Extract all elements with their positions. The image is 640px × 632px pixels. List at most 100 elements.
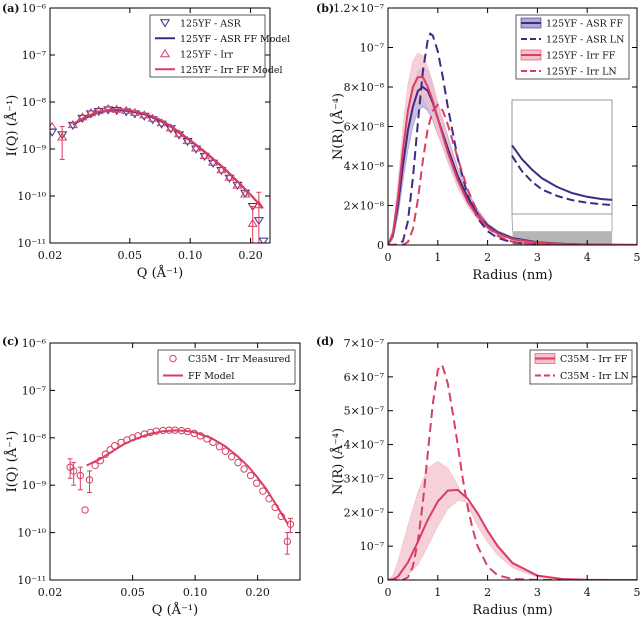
- panel-d: 0 1 2 3 4 5 0 10⁻⁷ 2×10⁻⁷ 3×10⁻⁷ 4×10⁻⁷ 5×10⁻⁷ 6×10⁻…: [316, 335, 640, 618]
- data-point: [221, 447, 230, 455]
- x-tick-label: 0.02: [38, 586, 63, 599]
- legend-label: 125YF - Irr FF Model: [180, 65, 283, 76]
- plot-area: [66, 426, 295, 555]
- plot-frame: [49, 342, 301, 581]
- data-point: [199, 152, 210, 162]
- data-point: [253, 200, 264, 209]
- y-tick-label: 6×10⁻⁷: [344, 371, 385, 384]
- data-point: [81, 506, 89, 514]
- panel-label: (d): [316, 335, 334, 348]
- legend-label: C35M - Irr LN: [560, 371, 629, 382]
- x-tick-label: 0.20: [238, 249, 263, 262]
- x-tick-label: 0: [385, 251, 392, 264]
- legend-label: FF Model: [188, 371, 234, 382]
- plot-area: [388, 363, 637, 580]
- y-axis-label: I(Q) (Å⁻¹): [4, 95, 20, 157]
- legend-marker: [159, 49, 171, 58]
- inset-connector: [511, 213, 513, 232]
- data-point: [224, 172, 235, 181]
- data-point: [50, 121, 58, 131]
- legend-label: 125YF - ASR FF Model: [180, 34, 290, 45]
- series-dashed-3: [388, 103, 588, 245]
- data-point: [76, 471, 85, 480]
- data-point: [69, 467, 78, 475]
- y-tick-label: 10⁻⁷: [22, 384, 47, 397]
- data-point: [207, 157, 219, 166]
- legend-box: [157, 349, 296, 385]
- data-point: [253, 479, 261, 487]
- x-tick-label: 0.20: [245, 586, 270, 599]
- plot-frame: [49, 7, 271, 244]
- y-tick-label: 2×10⁻⁷: [344, 506, 385, 519]
- series-line-2: [388, 76, 637, 245]
- legend-label: 125YF - ASR FF: [546, 19, 623, 30]
- x-tick-label: 0.02: [38, 249, 63, 262]
- y-tick-label: 10⁻⁷: [22, 49, 47, 62]
- y-tick-label: 10⁻⁹: [22, 479, 47, 492]
- data-point: [259, 487, 267, 495]
- data-point: [283, 537, 292, 546]
- y-tick-label: 10⁻¹¹: [17, 237, 46, 250]
- legend-label: 125YF - Irr: [180, 49, 234, 60]
- y-tick-label: 10⁻⁶: [22, 337, 47, 350]
- y-axis-label: I(Q) (Å⁻¹): [4, 431, 20, 493]
- series-line-3: [72, 108, 264, 209]
- data-point: [234, 458, 242, 467]
- legend-label: C35M - Irr Measured: [188, 354, 290, 365]
- y-tick-label: 7×10⁻⁷: [344, 337, 385, 350]
- x-tick-label: 4: [584, 586, 591, 599]
- data-point: [85, 476, 94, 484]
- data-point: [240, 189, 251, 198]
- panel-label: (c): [2, 335, 19, 348]
- data-point: [216, 165, 227, 174]
- data-point: [103, 103, 114, 113]
- y-tick-label: 10⁻⁸: [22, 432, 47, 445]
- legend: C35M - Irr Measured FF Model: [157, 349, 296, 385]
- legend: C35M - Irr FF C35M - Irr LN: [529, 349, 633, 385]
- x-tick-label: 3: [534, 586, 541, 599]
- data-point: [247, 218, 258, 227]
- panel-a: 0.02 0.05 0.10 0.20 10⁻¹¹ 10⁻¹⁰ 10⁻⁹ 10⁻⁸ 10⁻⁷ 10…: [2, 2, 290, 281]
- legend-label: 125YF - ASR LN: [546, 35, 624, 46]
- x-tick-label: 2: [484, 251, 491, 264]
- x-axis-label: Radius (nm): [472, 603, 552, 618]
- data-point: [224, 174, 235, 183]
- data-point: [258, 237, 269, 243]
- x-tick-label: 0.05: [118, 249, 143, 262]
- data-point: [199, 150, 210, 160]
- data-point: [121, 108, 132, 117]
- x-tick-label: 0: [385, 586, 392, 599]
- y-tick-label: 8×10⁻⁸: [344, 81, 385, 94]
- inset-panel: [511, 99, 613, 232]
- y-tick-label: 2×10⁻⁸: [344, 200, 385, 213]
- y-tick-label: 10⁻¹⁰: [17, 527, 46, 540]
- panel-label: (a): [2, 2, 20, 15]
- y-axis-label: N(R) (Å⁻⁴): [330, 428, 346, 495]
- y-tick-label: 6×10⁻⁸: [344, 121, 385, 134]
- x-tick-label: 5: [634, 586, 640, 599]
- inset-frame: [511, 99, 613, 215]
- x-tick-label: 5: [634, 251, 640, 264]
- y-tick-label: 1.2×10⁻⁷: [333, 2, 385, 15]
- x-tick-label: 1: [434, 586, 441, 599]
- y-tick-label: 10⁻⁹: [22, 143, 47, 156]
- data-point: [67, 119, 78, 129]
- series-line-1: [86, 429, 289, 525]
- data-point: [67, 121, 78, 130]
- legend-label: 125YF - ASR: [180, 18, 242, 29]
- y-tick-label: 3×10⁻⁷: [344, 472, 385, 485]
- data-point: [246, 471, 255, 480]
- data-point: [57, 132, 68, 141]
- x-tick-label: 1: [434, 251, 441, 264]
- y-tick-label: 10⁻⁷: [360, 42, 385, 55]
- legend-label: C35M - Irr FF: [560, 354, 628, 365]
- data-point: [50, 128, 58, 137]
- plot-area: [50, 103, 269, 243]
- y-tick-label: 10⁻⁸: [22, 96, 47, 109]
- series-dashed-1: [388, 363, 563, 580]
- y-tick-label: 10⁻¹⁰: [17, 190, 46, 203]
- panel-c: 0.02 0.05 0.10 0.20 10⁻¹¹ 10⁻¹⁰ 10⁻⁹ 10⁻⁸ 10⁻⁷ 10…: [2, 335, 301, 618]
- x-tick-label: 0.10: [178, 249, 203, 262]
- legend-label: 125YF - Irr LN: [546, 67, 617, 78]
